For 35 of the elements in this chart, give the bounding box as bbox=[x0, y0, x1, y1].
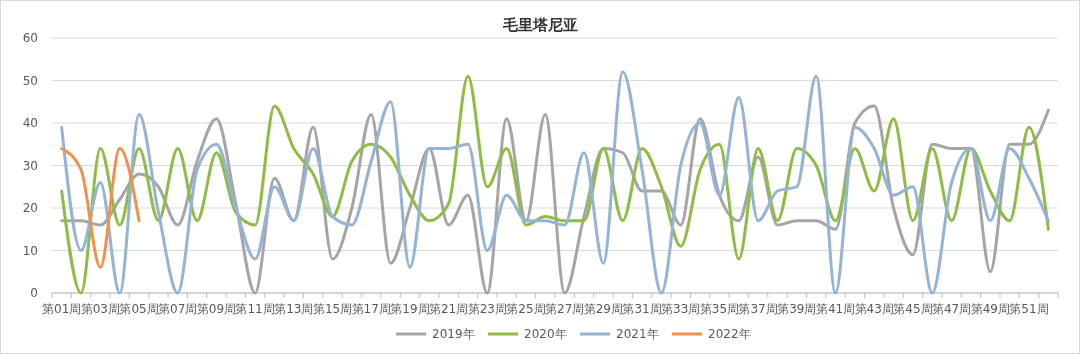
x-tick-label: 第51周 bbox=[1009, 302, 1049, 316]
x-tick-label: 第39周 bbox=[777, 302, 817, 316]
x-tick-label: 第47周 bbox=[931, 302, 972, 316]
x-tick-label: 第15周 bbox=[312, 302, 353, 316]
y-tick-label: 60 bbox=[22, 31, 38, 46]
x-tick-label: 第43周 bbox=[854, 302, 894, 316]
y-tick-label: 20 bbox=[22, 201, 38, 216]
legend-label: 2022年 bbox=[708, 327, 751, 342]
y-tick-label: 40 bbox=[22, 116, 38, 131]
x-tick-label: 第17周 bbox=[351, 302, 391, 316]
x-tick-label: 第25周 bbox=[506, 302, 546, 316]
x-tick-label: 第49周 bbox=[970, 302, 1010, 316]
x-tick-label: 第07周 bbox=[158, 302, 198, 316]
y-tick-label: 50 bbox=[22, 73, 38, 88]
y-tick-label: 30 bbox=[22, 158, 38, 173]
x-tick-label: 第31周 bbox=[622, 302, 662, 316]
legend-label: 2020年 bbox=[524, 327, 567, 342]
x-tick-label: 第13周 bbox=[274, 302, 314, 316]
line-series bbox=[60, 147, 141, 269]
chart-title: 毛里塔尼亚 bbox=[501, 16, 578, 34]
x-tick-label: 第45周 bbox=[893, 302, 933, 316]
x-tick-label: 第19周 bbox=[390, 302, 430, 316]
x-tick-label: 第33周 bbox=[661, 302, 701, 316]
x-tick-label: 第11周 bbox=[235, 302, 275, 316]
y-tick-label: 10 bbox=[22, 243, 38, 258]
x-tick-label: 第27周 bbox=[545, 302, 585, 316]
legend-label: 2019年 bbox=[432, 327, 475, 342]
x-tick-label: 第05周 bbox=[119, 302, 159, 316]
legend-label: 2021年 bbox=[616, 327, 659, 342]
x-tick-label: 第21周 bbox=[428, 302, 469, 316]
y-tick-label: 0 bbox=[30, 286, 38, 301]
x-tick-label: 第37周 bbox=[738, 302, 778, 316]
x-tick-label: 第01周 bbox=[42, 302, 82, 316]
x-tick-label: 第41周 bbox=[815, 302, 856, 316]
x-tick-label: 第23周 bbox=[467, 302, 507, 316]
